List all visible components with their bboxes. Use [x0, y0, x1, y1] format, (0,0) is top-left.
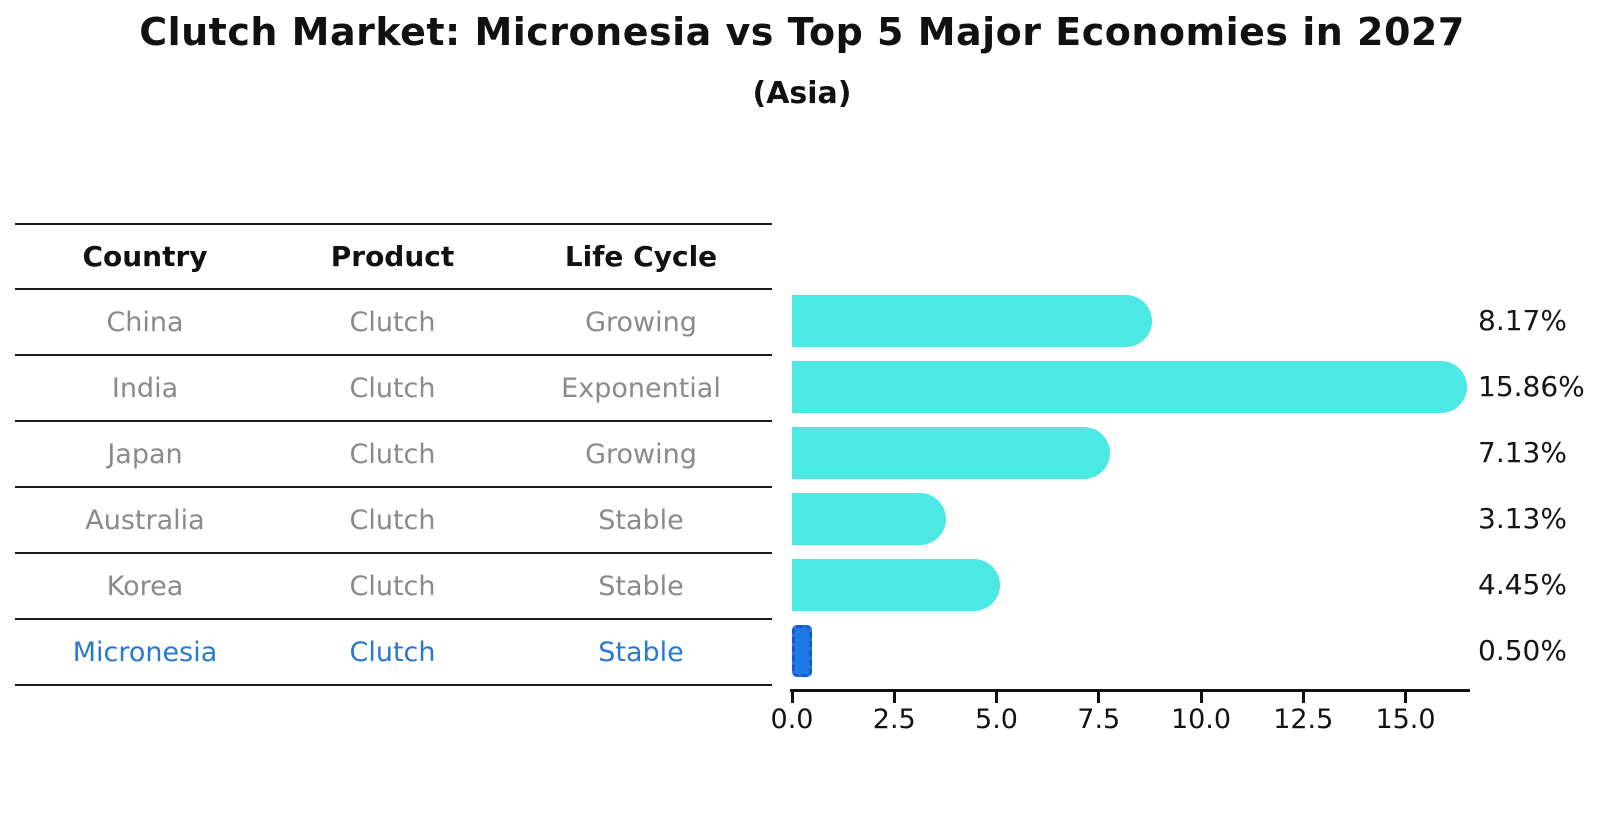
- cell-life-cycle: Exponential: [561, 372, 721, 404]
- value-label-china: 8.17%: [1478, 304, 1567, 337]
- table-row-china: China Clutch Growing: [15, 290, 772, 356]
- x-axis-tick-label: 15.0: [1375, 704, 1436, 735]
- cell-country: India: [111, 372, 179, 404]
- cell-life-cycle: Stable: [598, 636, 684, 668]
- x-axis-tick-label: 5.0: [975, 704, 1018, 735]
- chart-title: Clutch Market: Micronesia vs Top 5 Major…: [139, 10, 1465, 54]
- cell-country: Australia: [85, 504, 205, 536]
- cell-product: Clutch: [349, 372, 436, 404]
- cell-product: Clutch: [349, 306, 436, 338]
- bar-micronesia: [792, 625, 813, 677]
- x-axis-tick: [1097, 692, 1101, 703]
- value-label-india: 15.86%: [1478, 370, 1585, 403]
- x-axis-tick-label: 7.5: [1077, 704, 1121, 735]
- cell-life-cycle: Growing: [585, 306, 697, 338]
- cell-country: Korea: [106, 570, 184, 602]
- table-header-row: Country Product Life Cycle: [15, 225, 772, 290]
- cell-life-cycle: Stable: [598, 504, 684, 536]
- bar-china: [792, 295, 1153, 347]
- column-header-life-cycle: Life Cycle: [564, 240, 718, 273]
- column-header-product: Product: [330, 240, 455, 273]
- value-label-australia: 3.13%: [1478, 502, 1567, 535]
- cell-product: Clutch: [349, 570, 436, 602]
- x-axis-tick-label: 0.0: [770, 704, 814, 735]
- x-axis-tick-label: 12.5: [1273, 704, 1334, 735]
- x-axis-tick: [892, 692, 896, 703]
- x-axis-line: [790, 689, 1470, 692]
- x-axis-tick-label: 10.0: [1170, 704, 1232, 735]
- bar-korea: [792, 559, 1000, 611]
- table-row-korea: Korea Clutch Stable: [15, 554, 772, 620]
- value-label-japan: 7.13%: [1478, 436, 1567, 469]
- x-axis-tick: [995, 692, 998, 703]
- cell-life-cycle: Growing: [585, 438, 697, 470]
- cell-product: Clutch: [349, 636, 436, 668]
- cell-life-cycle: Stable: [598, 570, 684, 602]
- cell-product: Clutch: [349, 438, 436, 470]
- table-row-australia: Australia Clutch Stable: [15, 488, 772, 554]
- chart-subtitle: (Asia): [752, 76, 852, 111]
- x-axis-tick: [1301, 692, 1305, 703]
- x-axis-tick: [1199, 692, 1203, 703]
- bar-japan: [792, 427, 1110, 479]
- cell-country: China: [106, 306, 184, 338]
- cell-country: Micronesia: [72, 636, 218, 668]
- x-axis-tick: [1404, 692, 1407, 703]
- bar-australia: [792, 493, 947, 545]
- value-label-korea: 4.45%: [1478, 568, 1567, 601]
- data-table: Country Product Life Cycle China Clutch …: [15, 223, 772, 686]
- cell-country: Japan: [107, 438, 183, 470]
- bar-india: [792, 361, 1467, 413]
- value-label-micronesia: 0.50%: [1478, 634, 1567, 667]
- column-header-country: Country: [82, 240, 208, 273]
- x-axis-tick-label: 2.5: [872, 704, 916, 735]
- table-row-japan: Japan Clutch Growing: [15, 422, 772, 488]
- x-axis-tick: [790, 692, 794, 703]
- table-row-micronesia: Micronesia Clutch Stable: [15, 620, 772, 686]
- table-row-india: India Clutch Exponential: [15, 356, 772, 422]
- cell-product: Clutch: [349, 504, 436, 536]
